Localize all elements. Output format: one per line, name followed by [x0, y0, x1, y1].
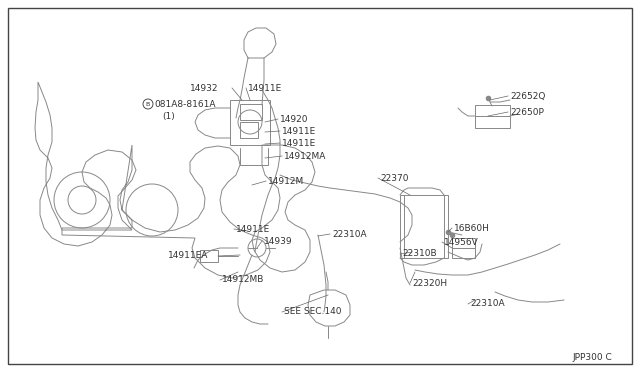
- Text: B: B: [146, 102, 150, 106]
- Text: 14911E: 14911E: [282, 138, 316, 148]
- Text: 14911E: 14911E: [236, 224, 270, 234]
- Text: 22652Q: 22652Q: [510, 92, 545, 100]
- Text: 14911E: 14911E: [248, 83, 282, 93]
- Text: 22310A: 22310A: [470, 299, 504, 308]
- Text: 22310A: 22310A: [332, 230, 367, 238]
- Text: 14939: 14939: [264, 237, 292, 246]
- Text: 16B60H: 16B60H: [454, 224, 490, 232]
- Text: 14912MA: 14912MA: [284, 151, 326, 160]
- Text: 14920: 14920: [280, 115, 308, 124]
- Text: 14912M: 14912M: [268, 176, 304, 186]
- Text: 22370: 22370: [380, 173, 408, 183]
- Text: 14956V: 14956V: [444, 237, 479, 247]
- Text: 14932: 14932: [189, 83, 218, 93]
- Text: 22320H: 22320H: [412, 279, 447, 288]
- Text: 22650P: 22650P: [510, 108, 544, 116]
- Text: 14912MB: 14912MB: [222, 276, 264, 285]
- Text: 22310B: 22310B: [402, 250, 436, 259]
- Text: 14911EA: 14911EA: [168, 250, 208, 260]
- Text: (1): (1): [162, 112, 175, 121]
- Text: JPP300 C: JPP300 C: [572, 353, 612, 362]
- Text: 14911E: 14911E: [282, 126, 316, 135]
- Text: SEE SEC.140: SEE SEC.140: [284, 308, 342, 317]
- Text: 081A8-8161A: 081A8-8161A: [154, 99, 216, 109]
